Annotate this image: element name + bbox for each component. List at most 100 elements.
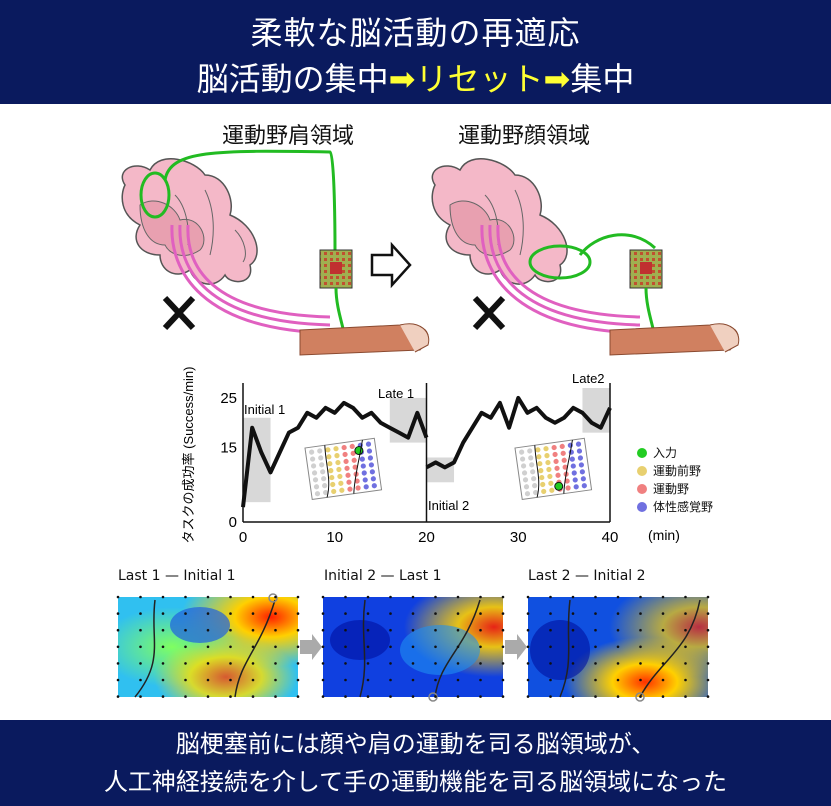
map-electrode	[206, 612, 210, 615]
map-electrode	[366, 695, 370, 698]
map-electrode	[251, 612, 255, 615]
map-electrode	[274, 612, 277, 615]
electrode-dot	[337, 473, 343, 480]
electrode-dot	[544, 453, 550, 459]
map-electrode	[456, 645, 460, 649]
map-electrode	[366, 628, 370, 632]
map-electrode	[229, 628, 232, 632]
map-electrode	[594, 662, 597, 665]
electrode-dot	[360, 463, 366, 469]
electrode-dot	[552, 451, 558, 458]
map-electrode	[479, 695, 482, 698]
x-tick-label: 20	[418, 529, 435, 546]
map-electrode	[161, 695, 165, 698]
map-electrode	[456, 695, 460, 698]
heatmaps	[116, 593, 710, 702]
map-electrode	[184, 662, 187, 665]
map-electrode	[411, 645, 415, 649]
map-electrode	[661, 695, 665, 698]
map-electrode	[684, 662, 687, 665]
electrode-dot	[579, 469, 585, 475]
map-electrode	[344, 595, 347, 599]
electrode-dot	[576, 448, 583, 454]
map-electrode	[706, 662, 710, 665]
transition-arrow-icon	[370, 241, 412, 289]
map-electrode	[251, 595, 255, 599]
map-electrode	[139, 678, 142, 682]
electrode-dot	[532, 483, 538, 489]
map-electrode	[501, 645, 505, 649]
map-electrode	[116, 612, 120, 615]
electrode-dot	[573, 484, 579, 490]
map-electrode	[616, 595, 620, 599]
map-electrode	[526, 595, 530, 599]
map-electrode	[571, 595, 575, 599]
electrode-dot	[309, 449, 315, 455]
electrode-dot	[347, 486, 353, 492]
electrode-dot	[367, 455, 374, 461]
electrode-dot	[338, 480, 344, 486]
map-electrode	[594, 695, 597, 698]
electrode-dot	[545, 459, 551, 466]
map-electrode	[344, 612, 347, 615]
map-electrode	[661, 645, 665, 649]
map-electrode	[479, 645, 482, 649]
series-line-1	[425, 395, 612, 470]
electrode-dot	[370, 476, 376, 482]
sulcus-line	[534, 445, 540, 498]
map-electrode	[684, 695, 687, 698]
electrode-grid-inset-1	[304, 437, 383, 501]
electrode-dot	[361, 470, 367, 476]
electrode-dot	[354, 478, 360, 484]
map-electrode	[434, 628, 437, 632]
series-line-0	[241, 400, 429, 508]
brain-illustration	[121, 149, 740, 356]
electrode-dot	[317, 448, 323, 454]
map-electrode	[616, 612, 620, 615]
map-electrode	[274, 695, 277, 698]
electrode-dot	[318, 455, 324, 461]
electrode-dot	[521, 470, 528, 476]
map-electrode	[116, 628, 120, 632]
electrode-dot	[323, 489, 329, 496]
map-electrode	[706, 695, 710, 698]
map-electrode	[206, 695, 210, 698]
shoulder-region-label: 運動野肩領域	[222, 124, 355, 149]
electrode-dot	[547, 473, 553, 480]
map-electrode	[206, 662, 210, 665]
map-electrode	[389, 678, 392, 682]
map-electrode	[549, 595, 552, 599]
electrode-dot	[553, 458, 559, 465]
map-electrode	[479, 678, 482, 682]
annotation-late-2: Late2	[572, 371, 605, 386]
map-electrode	[206, 628, 210, 632]
map-electrode	[411, 612, 415, 615]
map-electrode	[116, 662, 120, 665]
map-electrode	[296, 628, 300, 632]
map-electrode	[161, 645, 165, 649]
legend-motor: 運動野	[637, 480, 689, 497]
y-tick-label: 15	[220, 440, 237, 457]
title-arrow-2: ➡	[543, 60, 571, 98]
map-electrode	[274, 678, 277, 682]
chart-xlabel: (min)	[648, 527, 680, 543]
electrode-dot	[540, 481, 546, 488]
map-electrode	[594, 612, 597, 615]
map-electrode	[456, 662, 460, 665]
map-electrode	[321, 628, 325, 632]
map-electrode	[389, 695, 392, 698]
map-electrode	[344, 678, 347, 682]
electrode-dot	[543, 446, 549, 452]
electrode-dot	[569, 456, 575, 462]
map-electrode	[411, 695, 415, 698]
electrode-dot	[363, 484, 369, 490]
map-electrode	[479, 595, 482, 599]
electrode-dot	[366, 448, 373, 454]
sulcus-line	[324, 445, 330, 498]
map-electrode	[251, 662, 255, 665]
x-tick-label: 40	[602, 529, 619, 546]
map-electrode	[274, 628, 277, 632]
map-electrode	[526, 678, 530, 682]
electrode-dot	[537, 461, 543, 467]
electrode-dot	[546, 466, 552, 473]
